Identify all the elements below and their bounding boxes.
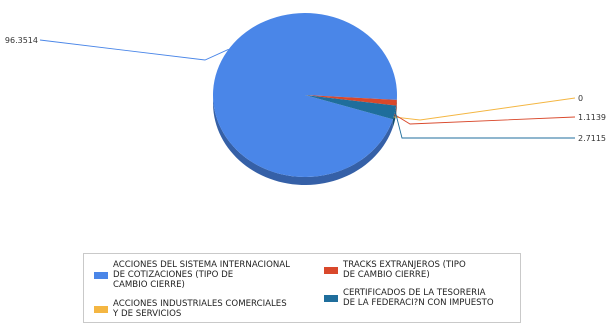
leader-line-acciones-industriales-comerciales-y-de-s: [394, 98, 575, 120]
legend-swatch-acciones-industriales: [94, 306, 108, 313]
legend-label-acciones-industriales: ACCIONES INDUSTRIALES COMERCIALES Y DE S…: [113, 299, 287, 319]
leader-line-acciones-del-sistema-internacional-de-co: [40, 40, 229, 60]
leader-line-certificados-de-la-tesoreria-de-la-feder: [395, 111, 575, 138]
leader-line-tracks-extranjeros-tipo-de-cambio-cierre: [394, 115, 575, 125]
legend-item-acciones-sic: ACCIONES DEL SISTEMA INTERNACIONAL DE CO…: [94, 260, 290, 290]
legend-label-tracks: TRACKS EXTRANJEROS (TIPO DE CAMBIO CIERR…: [343, 260, 466, 280]
legend-label-certificados: CERTIFICADOS DE LA TESORERIA DE LA FEDER…: [343, 288, 494, 308]
legend-label-acciones-sic: ACCIONES DEL SISTEMA INTERNACIONAL DE CO…: [113, 260, 290, 290]
data-label-acciones-del-sistema-internacional-de-co: 96.3514: [5, 36, 38, 45]
legend-item-certificados: CERTIFICADOS DE LA TESORERIA DE LA FEDER…: [324, 288, 494, 308]
legend-item-acciones-industriales: ACCIONES INDUSTRIALES COMERCIALES Y DE S…: [94, 299, 287, 319]
legend-swatch-tracks: [324, 267, 338, 274]
chart-legend: ACCIONES DEL SISTEMA INTERNACIONAL DE CO…: [83, 253, 521, 323]
data-label-certificados-de-la-tesoreria-de-la-feder: 2.7115: [578, 134, 606, 143]
legend-item-tracks: TRACKS EXTRANJEROS (TIPO DE CAMBIO CIERR…: [324, 260, 466, 280]
data-label-tracks-extranjeros-tipo-de-cambio-cierre: 1.1139: [578, 113, 606, 122]
legend-swatch-acciones-sic: [94, 272, 108, 279]
data-label-acciones-industriales-comerciales-y-de-s: 0: [578, 94, 583, 103]
legend-swatch-certificados: [324, 295, 338, 302]
pie-chart: 96.3514 0 1.1139 2.7115: [0, 0, 616, 250]
pie-slice-acciones-del-sistema-internacional-de-co: [213, 13, 397, 177]
